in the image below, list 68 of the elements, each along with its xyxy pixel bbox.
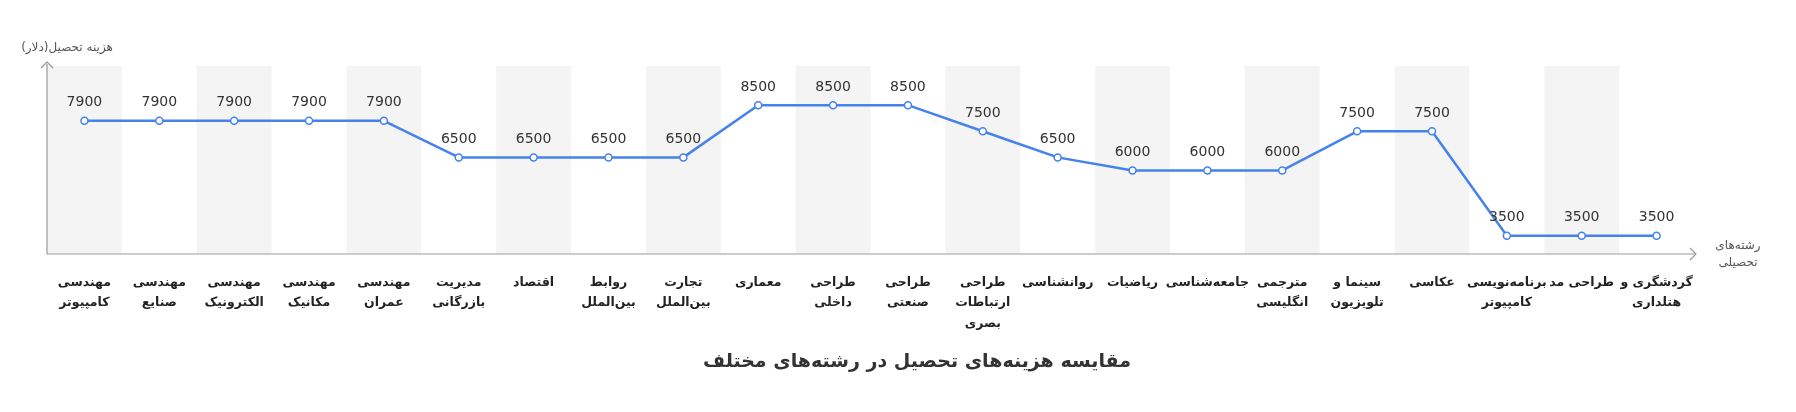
x-tick-label: تجارت بین‌الملل	[656, 273, 711, 310]
x-tick-label: طراحی صنعتی	[885, 273, 931, 310]
text: مقایسه هزینه‌های تحصیل در رشته‌های مختلف	[703, 348, 1131, 372]
point	[1652, 231, 1661, 240]
point	[1203, 166, 1212, 175]
data-label: 7500	[964, 103, 1001, 120]
point	[604, 153, 613, 162]
point	[80, 116, 89, 126]
data-label: 7900	[66, 93, 103, 110]
x-tick-label: عکاسی	[1409, 273, 1455, 289]
point	[1502, 231, 1512, 240]
x-tick-label: طراحی داخلی	[810, 273, 856, 310]
x-tick-label: روانشناسی	[1021, 273, 1094, 289]
x-tick-label: مترجمی انگلیسی	[1256, 273, 1309, 310]
data-label: 8500	[815, 77, 851, 94]
x-tick-label: مهندسی عمران	[357, 273, 411, 310]
x-tick-label: گردشگری و هتلداری	[1619, 273, 1694, 310]
data-label: 6000	[1189, 143, 1226, 160]
x-tick-label: مدیریت بازرگانی	[432, 273, 486, 310]
data-label: 3500	[1563, 208, 1600, 225]
point	[454, 153, 463, 162]
data-label: 8500	[890, 77, 926, 94]
point	[679, 153, 688, 162]
x-tick-label: جامعه‌شناسی	[1165, 273, 1249, 289]
x-tick-label: مهندسی الکترونیک	[204, 273, 264, 310]
data-label: 6500	[665, 130, 702, 147]
point	[1053, 153, 1062, 162]
point	[229, 116, 239, 126]
x-tick-label: اقتصاد	[513, 273, 555, 289]
data-label: 7900	[291, 93, 327, 110]
x-tick-label: مهندسی مکانیک	[282, 273, 336, 310]
data-label: 7900	[141, 93, 178, 110]
data-label: 6000	[1264, 143, 1301, 160]
point	[753, 100, 763, 110]
data-label: 6000	[1114, 143, 1151, 160]
point	[304, 116, 314, 126]
data-label: 7900	[216, 93, 252, 110]
point	[1577, 231, 1586, 240]
x-tick-label: مهندسی صنایع	[132, 273, 186, 310]
data-label: 7900	[366, 93, 402, 110]
x-tick-label: برنامه‌نویسی کامپیوتر	[1466, 273, 1547, 310]
point	[1128, 166, 1137, 175]
x-axis-title: رشته‌های تحصیلی	[1715, 238, 1761, 270]
point	[978, 127, 988, 136]
point	[529, 153, 538, 162]
data-label: 6500	[590, 130, 627, 147]
data-label: 6500	[440, 130, 477, 147]
data-label: 7500	[1414, 103, 1450, 120]
data-label: 6500	[515, 130, 552, 147]
point	[903, 100, 913, 110]
point	[828, 100, 838, 110]
data-label: 3500	[1638, 208, 1675, 225]
x-tick-label: طراحی مد	[1549, 273, 1615, 289]
data-label: 7500	[1339, 103, 1375, 120]
x-tick-label: سینما و تلویزیون	[1330, 273, 1384, 310]
x-tick-label: روابط بین‌الملل	[581, 273, 636, 310]
data-label: 6500	[1039, 130, 1076, 147]
x-tick-label: ریاضیات	[1107, 273, 1159, 289]
point	[155, 116, 164, 126]
data-label: 8500	[740, 77, 777, 94]
point	[379, 116, 389, 126]
y-axis-title: هزینه تحصیل(دلار)	[21, 40, 113, 56]
point	[1278, 166, 1287, 175]
x-tick-label: طراحی ارتباطات بصری	[955, 273, 1011, 330]
x-tick-label: معماری	[734, 273, 782, 289]
point	[1427, 127, 1437, 136]
point	[1352, 127, 1362, 136]
x-tick-label: مهندسی کامپیوتر	[57, 273, 112, 310]
